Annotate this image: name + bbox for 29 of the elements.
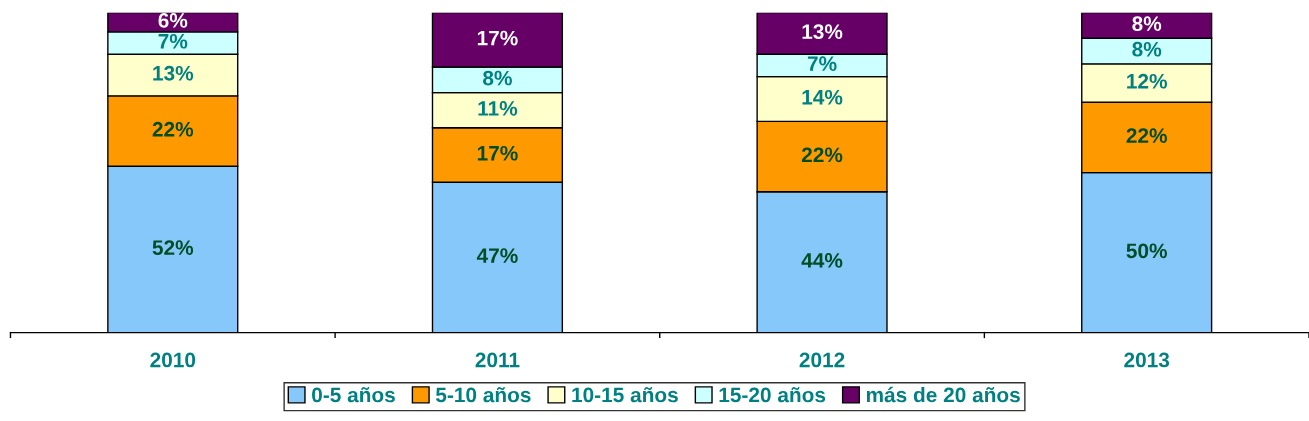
data-label: 22% bbox=[1126, 128, 1167, 143]
data-label: 17% bbox=[477, 145, 518, 161]
data-label: 8% bbox=[483, 70, 512, 86]
legend-label: 10-15 años bbox=[572, 387, 678, 403]
data-label: 50% bbox=[1126, 243, 1167, 259]
legend-label: más de 20 años bbox=[866, 386, 1020, 403]
data-label: 11% bbox=[478, 101, 518, 116]
legend-label: 5-10 años bbox=[435, 387, 531, 403]
data-label: 7% bbox=[158, 33, 188, 49]
data-label: 44% bbox=[801, 253, 843, 268]
data-label: 13% bbox=[153, 65, 194, 81]
data-label: 12% bbox=[1127, 73, 1167, 89]
data-label: 22% bbox=[801, 147, 843, 163]
data-label: 17% bbox=[477, 30, 518, 46]
data-label: 47% bbox=[476, 248, 518, 263]
legend-label: 0-5 años bbox=[312, 387, 395, 403]
data-label: 22% bbox=[152, 121, 194, 137]
data-label: 7% bbox=[807, 56, 837, 71]
x-tick-label: 2013 bbox=[1124, 352, 1170, 368]
data-label: 8% bbox=[1132, 41, 1162, 57]
x-tick-label: 2012 bbox=[799, 352, 845, 368]
legend-label: 15-20 años bbox=[719, 387, 826, 403]
data-label: 8% bbox=[1132, 16, 1162, 32]
data-label: 13% bbox=[802, 24, 843, 40]
x-tick-label: 2010 bbox=[150, 352, 196, 368]
data-label: 14% bbox=[802, 89, 843, 105]
x-tick-label: 2011 bbox=[475, 352, 520, 368]
data-label: 6% bbox=[158, 13, 188, 28]
data-label: 52% bbox=[152, 240, 194, 255]
